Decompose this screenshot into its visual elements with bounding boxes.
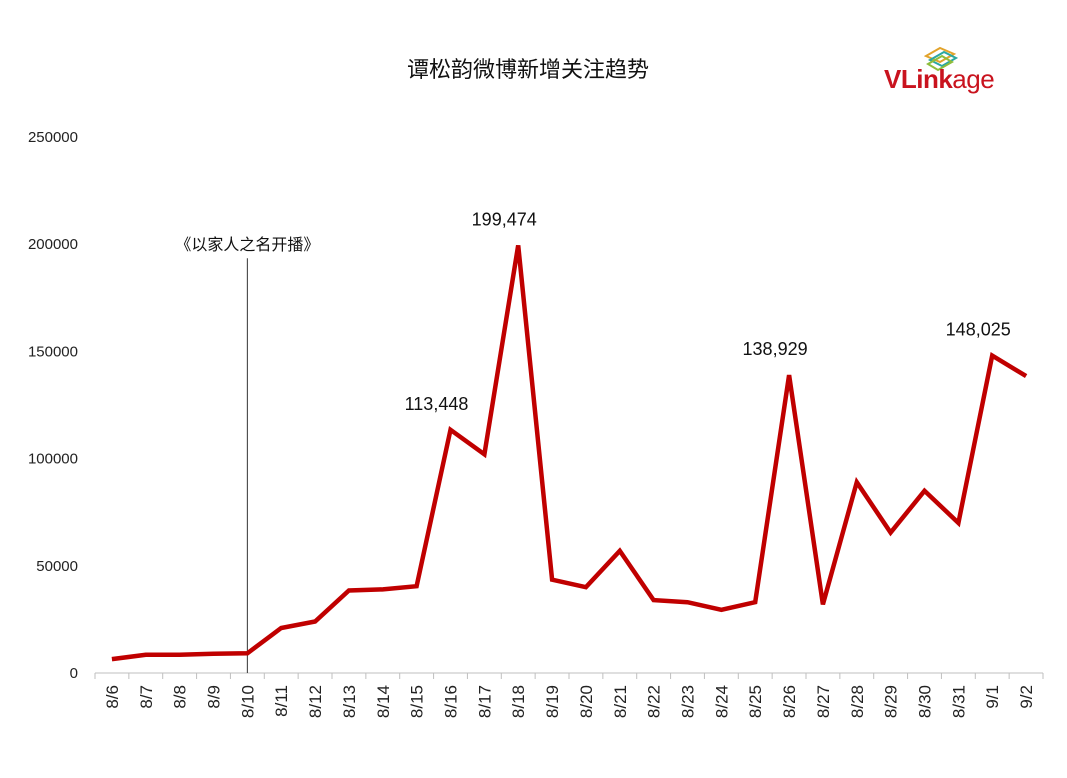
x-tick-label: 8/15 bbox=[408, 685, 427, 718]
x-tick-label: 8/9 bbox=[205, 685, 224, 709]
x-tick-label: 9/2 bbox=[1017, 685, 1036, 709]
x-tick-label: 8/11 bbox=[272, 685, 291, 717]
x-tick-label: 8/18 bbox=[509, 685, 528, 718]
y-tick-label: 100000 bbox=[28, 451, 78, 468]
y-tick-label: 50000 bbox=[36, 558, 78, 575]
y-tick-label: 150000 bbox=[28, 343, 78, 360]
series-group bbox=[111, 244, 1028, 662]
x-tick-label: 8/20 bbox=[577, 685, 596, 718]
x-tick-label: 8/26 bbox=[780, 685, 799, 718]
y-tick-label: 250000 bbox=[28, 129, 78, 146]
x-tick-label: 9/1 bbox=[983, 685, 1002, 709]
data-label: 113,448 bbox=[405, 394, 469, 414]
x-tick-label: 8/8 bbox=[171, 685, 190, 709]
data-label: 148,025 bbox=[946, 320, 1011, 340]
y-axis: 0 50000 100000 150000 200000 250000 bbox=[28, 129, 78, 682]
annotations: 《以家人之名开播》 bbox=[175, 235, 319, 673]
data-label: 138,929 bbox=[743, 339, 808, 359]
data-labels: 113,448 199,474 138,929 148,025 bbox=[405, 209, 1011, 413]
x-tick-label: 8/13 bbox=[340, 685, 359, 718]
x-tick-label: 8/6 bbox=[103, 685, 122, 709]
data-label: 199,474 bbox=[472, 209, 537, 229]
x-tick-label: 8/16 bbox=[442, 685, 461, 718]
logo-mark-icon bbox=[924, 46, 958, 72]
series-line bbox=[111, 244, 1028, 662]
x-axis: 8/6 8/7 8/8 8/9 8/10 8/11 8/12 8/13 8/14 8/15 8/16… bbox=[94, 673, 1044, 718]
x-tick-label: 8/17 bbox=[475, 685, 494, 718]
x-tick-label: 8/21 bbox=[611, 685, 630, 718]
logo-wordmark: VLinkage bbox=[884, 64, 995, 95]
annotation-label: 《以家人之名开播》 bbox=[175, 235, 319, 254]
y-tick-label: 0 bbox=[70, 665, 78, 682]
x-tick-label: 8/29 bbox=[882, 685, 901, 718]
x-tick-label: 8/25 bbox=[746, 685, 765, 718]
x-tick-label: 8/31 bbox=[949, 685, 968, 718]
x-tick-label: 8/12 bbox=[306, 685, 325, 718]
y-tick-label: 200000 bbox=[28, 236, 78, 253]
logo-text-thin: age bbox=[952, 64, 995, 94]
x-tick-label: 8/10 bbox=[238, 685, 257, 718]
chart-title: 谭松韵微博新增关注趋势 bbox=[406, 58, 649, 83]
x-tick-label: 8/30 bbox=[916, 685, 935, 718]
x-tick-label: 8/23 bbox=[679, 685, 698, 718]
x-tick-label: 8/24 bbox=[712, 685, 731, 718]
logo-text-bold: VLink bbox=[884, 64, 953, 94]
x-tick-label: 8/19 bbox=[543, 685, 562, 718]
x-tick-label: 8/22 bbox=[645, 685, 664, 718]
x-tick-label: 8/28 bbox=[848, 685, 867, 718]
x-tick-label: 8/7 bbox=[137, 685, 156, 709]
x-tick-label: 8/27 bbox=[814, 685, 833, 718]
x-tick-label: 8/14 bbox=[374, 685, 393, 718]
vlinkage-logo: VLinkage bbox=[884, 46, 1024, 96]
